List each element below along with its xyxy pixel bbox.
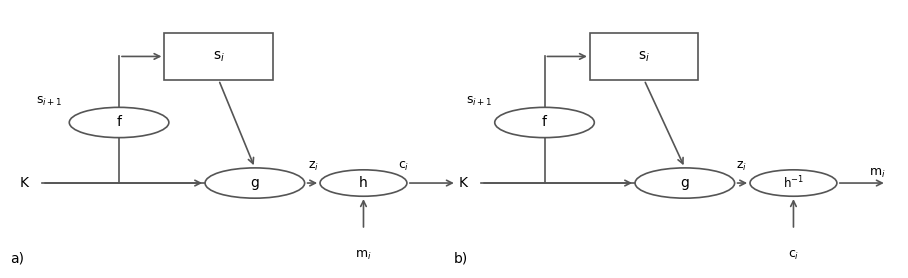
Text: s$_{i+1}$: s$_{i+1}$ — [467, 95, 493, 108]
Circle shape — [69, 107, 169, 138]
Circle shape — [750, 170, 837, 196]
FancyBboxPatch shape — [164, 33, 273, 80]
Text: b): b) — [454, 252, 469, 265]
Text: s$_i$: s$_i$ — [212, 49, 224, 64]
Text: m$_i$: m$_i$ — [869, 167, 885, 180]
Text: c$_i$: c$_i$ — [788, 249, 799, 262]
Circle shape — [320, 170, 407, 196]
Text: h$^{-1}$: h$^{-1}$ — [783, 175, 804, 191]
Text: s$_i$: s$_i$ — [638, 49, 650, 64]
Text: K: K — [459, 176, 468, 190]
Text: g: g — [680, 176, 689, 190]
Text: g: g — [251, 176, 260, 190]
Text: a): a) — [10, 252, 25, 265]
Text: s$_{i+1}$: s$_{i+1}$ — [36, 95, 63, 108]
FancyBboxPatch shape — [590, 33, 698, 80]
Text: f: f — [116, 115, 122, 130]
Text: m$_i$: m$_i$ — [355, 249, 371, 262]
Text: f: f — [542, 115, 547, 130]
Text: z$_i$: z$_i$ — [736, 160, 747, 173]
Circle shape — [205, 168, 305, 198]
Circle shape — [495, 107, 595, 138]
Text: h: h — [359, 176, 368, 190]
Text: c$_i$: c$_i$ — [398, 160, 410, 173]
Text: K: K — [20, 176, 28, 190]
Circle shape — [635, 168, 735, 198]
Text: z$_i$: z$_i$ — [308, 160, 320, 173]
